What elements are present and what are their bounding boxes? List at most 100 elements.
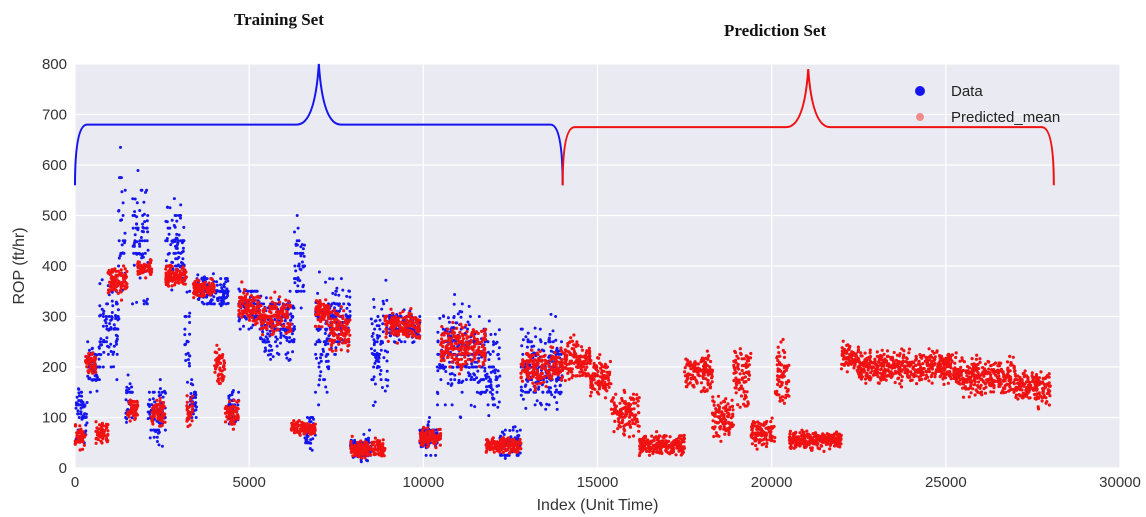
data-point xyxy=(292,325,296,329)
data-point xyxy=(109,365,113,369)
data-point xyxy=(99,343,103,347)
data-point xyxy=(464,340,469,344)
data-point xyxy=(333,317,337,321)
data-point xyxy=(493,332,497,336)
data-point xyxy=(330,324,334,328)
data-point xyxy=(314,352,318,356)
data-point xyxy=(426,423,430,427)
data-point xyxy=(294,243,298,247)
data-point xyxy=(381,330,385,334)
data-point xyxy=(578,374,582,378)
data-point xyxy=(299,289,303,293)
data-point xyxy=(274,335,278,339)
data-point xyxy=(217,372,221,376)
data-point xyxy=(373,361,377,365)
data-point xyxy=(236,403,240,407)
data-point xyxy=(317,403,321,407)
data-point xyxy=(318,378,322,382)
data-point xyxy=(152,414,157,418)
data-point xyxy=(297,264,301,268)
data-point xyxy=(230,405,234,409)
data-point xyxy=(240,309,244,313)
data-point xyxy=(549,345,553,349)
data-point xyxy=(444,339,448,343)
data-point xyxy=(179,203,183,207)
data-point xyxy=(200,300,204,304)
data-point xyxy=(558,370,563,374)
data-point xyxy=(101,340,105,344)
data-point xyxy=(167,251,171,255)
data-point xyxy=(85,421,89,425)
data-point xyxy=(159,393,163,397)
data-point xyxy=(123,287,127,291)
data-point xyxy=(261,330,265,334)
data-point xyxy=(295,214,299,217)
data-point xyxy=(405,318,409,322)
data-point xyxy=(436,392,440,395)
data-point xyxy=(290,332,294,336)
data-point xyxy=(483,346,487,350)
data-point xyxy=(209,287,213,291)
data-point xyxy=(536,377,541,381)
data-point xyxy=(126,410,130,414)
data-point xyxy=(414,329,419,333)
y-tick-label: 500 xyxy=(42,208,67,225)
data-point xyxy=(458,341,462,345)
data-point xyxy=(134,406,138,410)
data-point xyxy=(349,440,353,444)
data-point xyxy=(268,329,272,333)
data-point xyxy=(267,340,271,344)
data-point xyxy=(309,438,313,442)
data-point xyxy=(146,417,150,421)
data-point xyxy=(412,332,416,336)
data-point xyxy=(555,388,558,392)
data-point xyxy=(539,401,543,405)
data-point xyxy=(587,346,592,350)
data-point xyxy=(526,338,530,342)
data-point xyxy=(481,354,486,358)
data-point xyxy=(205,277,209,281)
data-point xyxy=(469,403,473,407)
data-point xyxy=(133,410,137,415)
data-point xyxy=(299,268,303,272)
data-point xyxy=(135,240,139,244)
data-point xyxy=(327,317,331,321)
data-point xyxy=(604,363,608,367)
data-point xyxy=(264,296,268,300)
data-point xyxy=(181,257,185,261)
data-point xyxy=(261,333,265,337)
data-point xyxy=(334,289,338,293)
data-point xyxy=(160,423,164,427)
data-point xyxy=(533,403,537,407)
data-point xyxy=(216,379,220,383)
data-point xyxy=(559,362,563,367)
data-point xyxy=(501,450,505,454)
data-point xyxy=(216,297,219,301)
data-point xyxy=(449,342,453,346)
data-point xyxy=(324,327,327,331)
data-point xyxy=(148,412,152,416)
data-point xyxy=(135,215,139,219)
data-point xyxy=(524,352,529,356)
data-point xyxy=(364,437,368,441)
data-point xyxy=(489,333,493,336)
data-point xyxy=(464,362,468,366)
data-point xyxy=(317,270,321,274)
data-point xyxy=(194,289,198,293)
data-point xyxy=(466,320,470,324)
data-point xyxy=(136,403,140,407)
data-point xyxy=(336,311,340,315)
data-point xyxy=(491,350,495,353)
data-point xyxy=(273,314,277,318)
data-point xyxy=(378,443,382,447)
data-point xyxy=(473,360,477,364)
data-point xyxy=(77,416,81,419)
data-point xyxy=(288,303,293,307)
data-point xyxy=(475,390,479,394)
data-point xyxy=(381,447,385,451)
data-point xyxy=(391,317,395,321)
data-point xyxy=(501,438,505,442)
data-point xyxy=(157,403,161,407)
data-point xyxy=(448,360,452,364)
data-point xyxy=(503,456,507,460)
